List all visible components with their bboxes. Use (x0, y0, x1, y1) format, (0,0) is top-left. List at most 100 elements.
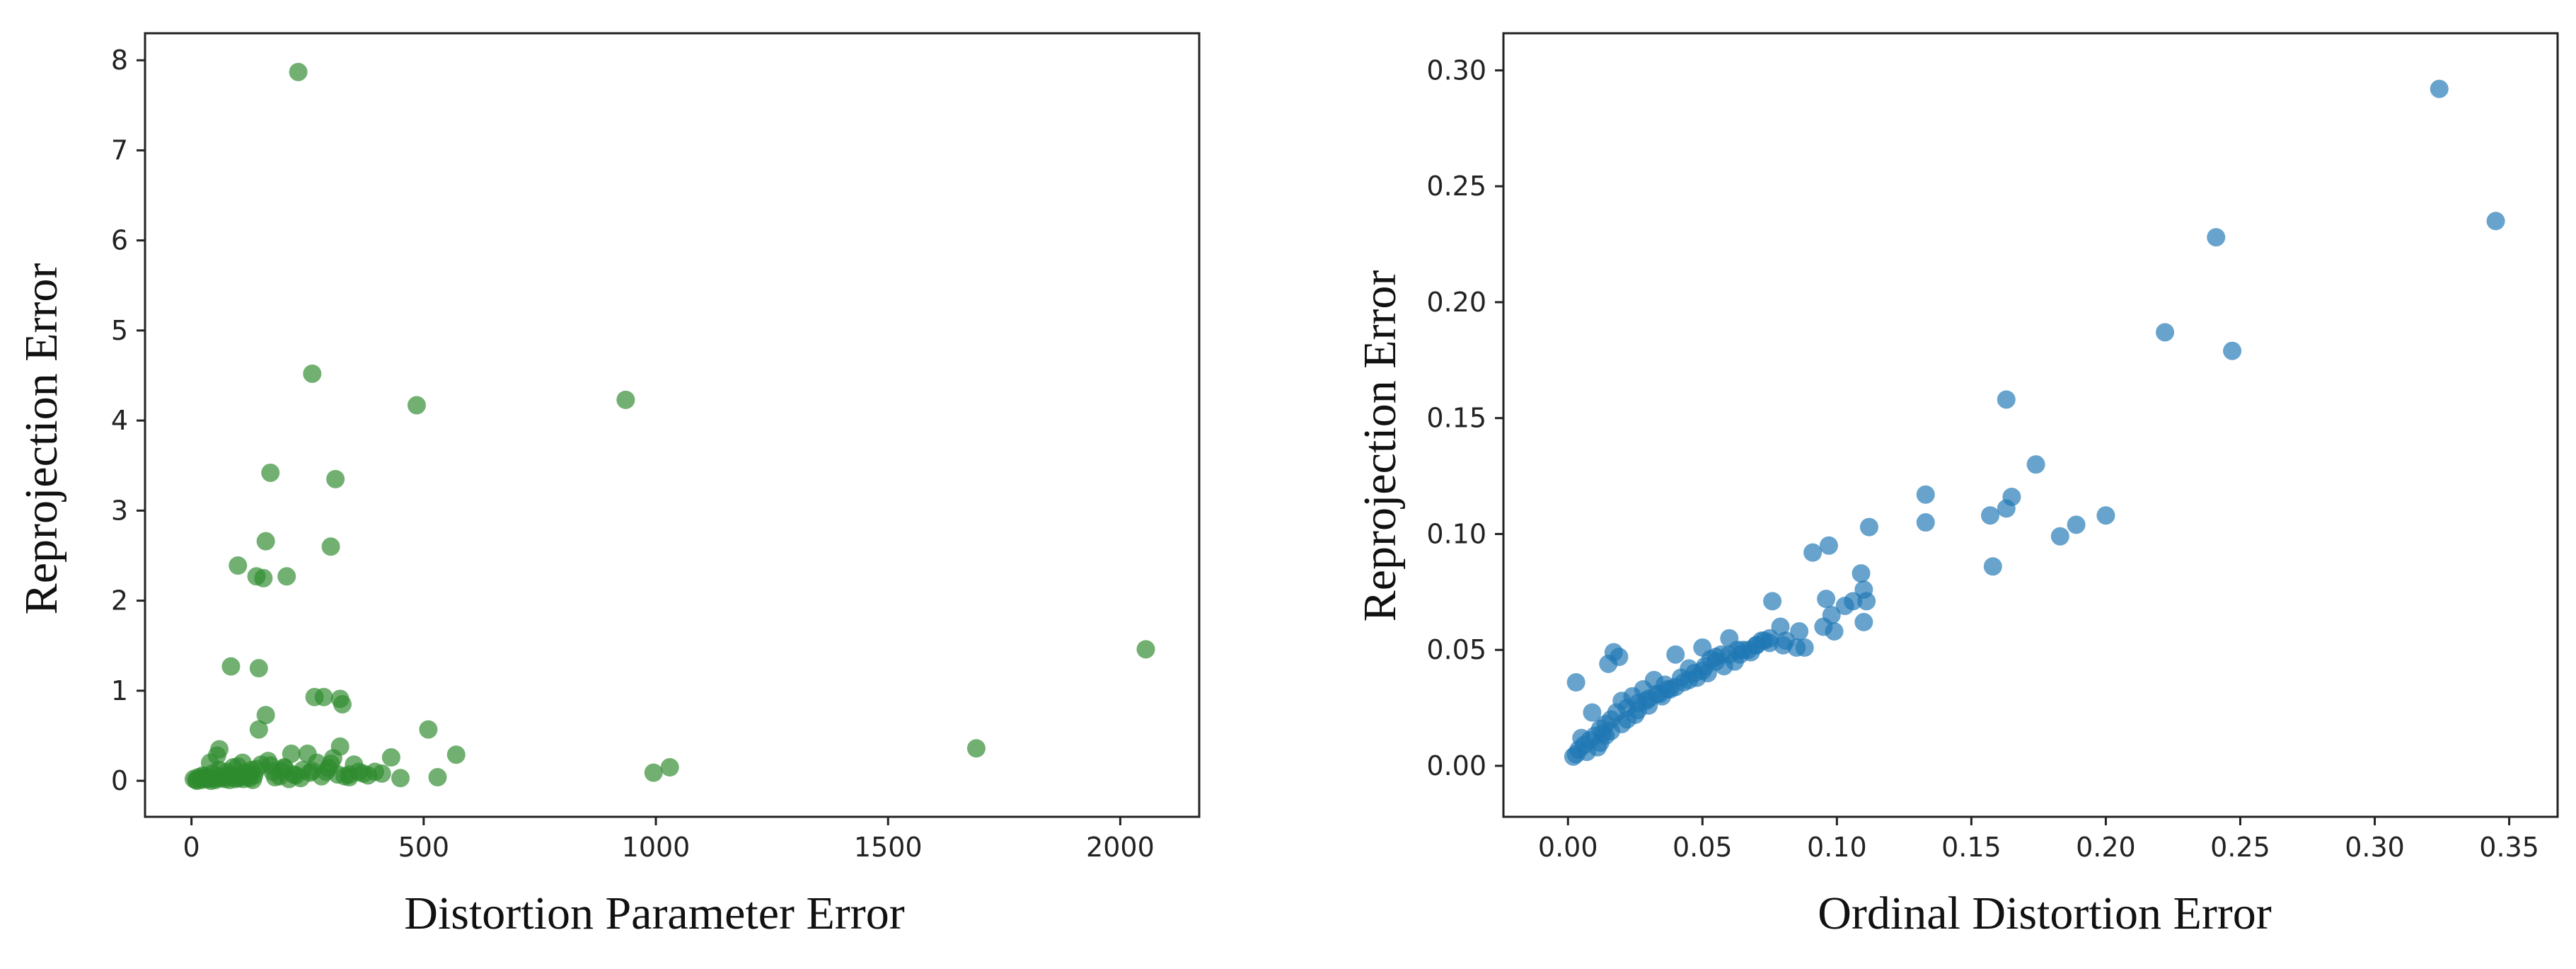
right-scatter-point (1795, 638, 1814, 657)
right-scatter-point (1588, 738, 1607, 757)
right-scatter-point (1658, 680, 1677, 699)
right-y-tick-label: 0.30 (1426, 55, 1486, 86)
left-y-tick-label: 3 (111, 495, 128, 526)
left-scatter-point (321, 537, 340, 556)
right-scatter-point (2156, 323, 2175, 342)
left-scatter-point (391, 769, 410, 788)
right-y-tick-label: 0.05 (1426, 634, 1486, 665)
left-scatter-point (282, 744, 301, 763)
right-scatter-point (1817, 590, 1836, 609)
left-points (184, 62, 1155, 791)
right-scatter-point (1835, 596, 1854, 615)
left-scatter-point (381, 748, 400, 767)
left-scatter-point (256, 532, 275, 551)
left-scatter-point (261, 756, 280, 775)
right-scatter-point (2430, 79, 2449, 98)
right-y-axis-label: Reprojection Error (1354, 270, 1406, 622)
right-scatter-point (1599, 654, 1618, 673)
right-scatter-point (1819, 536, 1838, 555)
left-scatter-point (229, 556, 248, 575)
right-scatter-point (1997, 390, 2016, 409)
right-scatter-point (2026, 455, 2045, 474)
right-scatter-point (1711, 645, 1731, 664)
left-x-tick-label: 1000 (622, 832, 691, 863)
left-x-tick-label: 2000 (1086, 832, 1155, 863)
right-scatter-point (1741, 643, 1760, 662)
left-scatter-point (256, 706, 275, 725)
left-scatter-point (644, 763, 663, 782)
right-scatter-point (1583, 703, 1602, 722)
right-scatter-point (1790, 621, 1809, 641)
right-scatter-point (2207, 228, 2226, 247)
right-scatter-point (1763, 592, 1782, 611)
left-scatter-point (254, 568, 273, 587)
left-scatter-point (419, 720, 438, 739)
right-scatter-point (2096, 506, 2115, 525)
right-ticks: 0.00 0.05 0.10 0.15 0.20 0.25 0.30 0.35 0.00 0.05… (1426, 55, 2539, 863)
left-scatter-point (249, 720, 268, 739)
left-scatter-point (372, 764, 391, 783)
right-scatter-point (1980, 506, 1999, 525)
right-x-tick-label: 0.05 (1673, 832, 1733, 863)
right-y-tick-label: 0.00 (1426, 750, 1486, 781)
left-scatter-point (303, 364, 322, 383)
right-scatter-point (1803, 543, 1823, 562)
left-y-tick-label: 1 (111, 675, 128, 706)
right-scatter-point (1854, 612, 1873, 631)
right-x-tick-label: 0.30 (2345, 832, 2405, 863)
left-plot-frame (144, 32, 1201, 818)
right-y-tick-label: 0.15 (1426, 403, 1486, 434)
right-scatter-point (2486, 212, 2505, 231)
right-scatter-point (1852, 564, 1871, 583)
left-scatter-point (243, 770, 262, 789)
right-y-tick-label: 0.25 (1426, 171, 1486, 202)
right-y-tick-label: 0.10 (1426, 518, 1486, 549)
left-scatter-point (207, 746, 226, 765)
right-x-tick-label: 0.25 (2210, 832, 2270, 863)
right-scatter-point (1755, 631, 1774, 650)
left-y-tick-label: 6 (111, 225, 128, 256)
right-scatter-point (1825, 621, 1844, 641)
right-scatter-point (2223, 341, 2242, 360)
left-scatter-point (321, 754, 340, 773)
right-scatter-point (1857, 592, 1876, 611)
left-scatter-point (1136, 640, 1155, 659)
right-x-tick-label: 0.10 (1807, 832, 1867, 863)
left-scatter-point (966, 739, 986, 758)
right-x-tick-label: 0.15 (1941, 832, 2002, 863)
left-scatter-point (261, 463, 280, 482)
left-scatter-chart: 0 500 1000 1500 2000 0 1 2 3 4 5 6 7 8 Distortion Par… (16, 32, 1201, 939)
left-y-tick-label: 2 (111, 585, 128, 617)
right-scatter-point (1916, 485, 1935, 504)
left-y-tick-label: 0 (111, 765, 128, 796)
left-y-axis-label: Reprojection Error (16, 263, 67, 615)
left-scatter-point (407, 396, 426, 415)
right-y-tick-label: 0.20 (1426, 287, 1486, 318)
left-scatter-point (303, 762, 322, 781)
right-scatter-point (1859, 517, 1878, 537)
right-points (1564, 79, 2505, 766)
left-scatter-point (275, 759, 294, 778)
right-scatter-point (1771, 617, 1790, 636)
left-x-tick-label: 500 (398, 832, 450, 863)
right-scatter-point (1566, 673, 1586, 692)
left-scatter-point (616, 390, 635, 409)
left-ticks: 0 500 1000 1500 2000 0 1 2 3 4 5 6 7 8 (111, 45, 1155, 863)
left-y-tick-label: 7 (111, 134, 128, 166)
right-x-axis-label: Ordinal Distortion Error (1818, 888, 2272, 939)
left-scatter-point (660, 758, 679, 777)
left-scatter-point (333, 694, 352, 713)
left-scatter-point (249, 659, 268, 678)
right-scatter-point (1983, 557, 2002, 576)
left-x-tick-label: 1500 (854, 832, 923, 863)
right-scatter-point (1916, 513, 1935, 532)
left-scatter-point (446, 745, 466, 764)
left-scatter-point (277, 567, 296, 586)
left-y-tick-label: 8 (111, 45, 128, 76)
right-scatter-point (1666, 645, 1685, 664)
left-scatter-point (428, 768, 447, 787)
right-scatter-point (1593, 724, 1612, 743)
left-scatter-point (359, 766, 378, 785)
right-x-tick-label: 0.00 (1538, 832, 1598, 863)
